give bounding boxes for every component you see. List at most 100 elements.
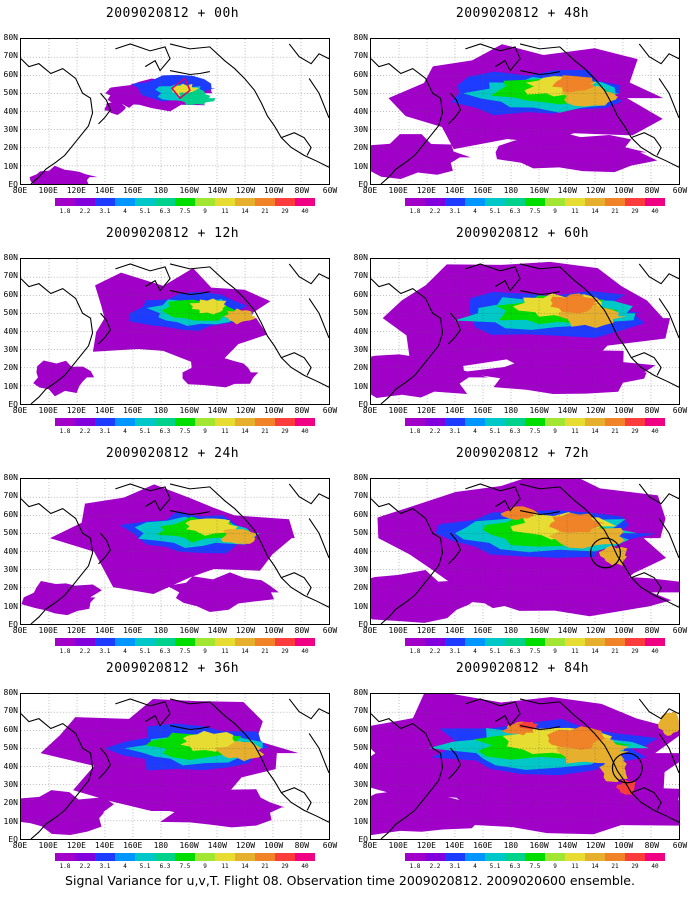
latitude-label: 20N xyxy=(3,143,18,153)
colorbar-tick-label: 21 xyxy=(261,428,269,435)
colorbar-swatch xyxy=(585,418,605,426)
longitude-label: 100E xyxy=(388,626,408,635)
colorbar-tick-label: 9 xyxy=(203,863,207,870)
variance-field xyxy=(21,259,329,404)
colorbar-tick-label: 7.5 xyxy=(529,428,541,435)
colorbar-labels: 1.8 2.2 3.1 4 5.1 6.3 7.5 9 11 14 21 29 40 xyxy=(55,428,315,436)
longitude-label: 80W xyxy=(294,406,310,415)
coastline xyxy=(288,43,329,65)
variance-contour-fill xyxy=(517,721,539,730)
longitude-label: 160W xyxy=(529,841,549,850)
longitude-label: 140E xyxy=(94,626,115,635)
latitude-label: 50N xyxy=(3,528,18,538)
colorbar xyxy=(55,638,315,646)
coastline xyxy=(658,298,679,339)
colorbar-swatch xyxy=(75,638,95,646)
variance-contour-fill xyxy=(167,572,279,612)
latitude-label: 70N xyxy=(353,491,368,501)
colorbar-swatch xyxy=(75,198,95,206)
variance-contour-fill xyxy=(549,512,606,533)
latitude-label: 10N xyxy=(353,161,368,171)
map-area xyxy=(20,693,330,840)
colorbar-tick-label: 9 xyxy=(553,428,557,435)
longitude-label: 60W xyxy=(672,626,688,635)
longitude-label: 140W xyxy=(207,626,227,635)
longitude-label: 80E xyxy=(12,841,28,850)
variance-contour-fill xyxy=(495,130,658,173)
colorbar-swatch xyxy=(405,853,425,861)
longitude-label: 160W xyxy=(529,626,549,635)
longitude-label: 180 xyxy=(503,841,519,850)
colorbar-tick-label: 14 xyxy=(591,428,599,435)
colorbar-swatch xyxy=(425,198,445,206)
coastline xyxy=(115,43,171,72)
colorbar-tick-label: 1.8 xyxy=(409,428,421,435)
colorbar-tick-label: 29 xyxy=(281,208,289,215)
latitude-label: 80N xyxy=(353,253,368,262)
colorbar-swatch xyxy=(645,853,665,861)
colorbar-swatch xyxy=(545,853,565,861)
latitude-label: 40N xyxy=(3,326,18,336)
coastline xyxy=(169,70,210,76)
colorbar-swatch xyxy=(485,853,505,861)
colorbar-tick-label: 7.5 xyxy=(529,648,541,655)
colorbar-labels: 1.8 2.2 3.1 4 5.1 6.3 7.5 9 11 14 21 29 40 xyxy=(405,428,665,436)
colorbar xyxy=(405,198,665,206)
variance-contour-fill xyxy=(179,88,216,105)
colorbar-swatch xyxy=(605,853,625,861)
colorbar-tick-label: 40 xyxy=(301,428,309,435)
variance-contour-fill xyxy=(180,730,242,752)
colorbar-tick-label: 5.1 xyxy=(139,648,151,655)
longitude-label: 80W xyxy=(644,186,660,195)
longitude-label: 160W xyxy=(179,186,199,195)
colorbar-tick-label: 4 xyxy=(473,863,477,870)
colorbar-tick-label: 4 xyxy=(473,208,477,215)
longitude-label: 120E xyxy=(66,841,86,850)
colorbar-tick-label: 29 xyxy=(631,863,639,870)
longitude-label: 180 xyxy=(503,626,519,635)
colorbar-tick-label: 7.5 xyxy=(529,208,541,215)
latitude-label: 20N xyxy=(3,583,18,593)
colorbar-tick-label: 3.1 xyxy=(449,648,461,655)
colorbar-swatch xyxy=(565,418,585,426)
colorbar-tick-label: 14 xyxy=(241,648,249,655)
longitude-label: 140E xyxy=(444,406,465,415)
colorbar-tick-label: 5.1 xyxy=(489,428,501,435)
longitude-label: 160E xyxy=(123,186,143,195)
colorbar-tick-label: 7.5 xyxy=(179,428,191,435)
longitude-label: 160W xyxy=(179,406,199,415)
colorbar-tick-label: 3.1 xyxy=(449,863,461,870)
longitude-label: 80W xyxy=(294,626,310,635)
variance-contour-fill xyxy=(172,83,199,98)
coastline xyxy=(638,698,679,720)
colorbar-swatch xyxy=(175,198,195,206)
variance-contour-fill xyxy=(371,134,471,179)
longitude-label: 180 xyxy=(503,406,519,415)
latitude-label: 40N xyxy=(3,106,18,116)
latitude-label: 60N xyxy=(353,509,368,519)
colorbar-tick-label: 2.2 xyxy=(79,428,91,435)
longitude-label: 140W xyxy=(207,841,227,850)
colorbar-swatch xyxy=(625,418,645,426)
colorbar-tick-label: 14 xyxy=(591,863,599,870)
coastline xyxy=(115,698,171,727)
longitude-label: 100E xyxy=(38,406,58,415)
colorbar-tick-label: 1.8 xyxy=(59,208,71,215)
map-area xyxy=(370,693,680,840)
latitude-label: EQ xyxy=(8,620,18,629)
colorbar-swatch xyxy=(405,418,425,426)
colorbar-swatch xyxy=(505,418,525,426)
longitude-label: 140E xyxy=(444,186,465,195)
coastline xyxy=(281,787,312,811)
colorbar-tick-label: 29 xyxy=(281,428,289,435)
coastline xyxy=(638,43,679,65)
longitude-label: 140W xyxy=(557,406,577,415)
latitude-label: 10N xyxy=(3,161,18,171)
colorbar-swatch xyxy=(55,198,75,206)
latitude-label: EQ xyxy=(8,835,18,844)
latitude-label: EQ xyxy=(358,180,368,189)
longitude-label: 140E xyxy=(94,186,115,195)
latitude-label: 30N xyxy=(353,564,368,574)
colorbar-tick-label: 21 xyxy=(261,648,269,655)
longitude-label: 140E xyxy=(444,841,465,850)
